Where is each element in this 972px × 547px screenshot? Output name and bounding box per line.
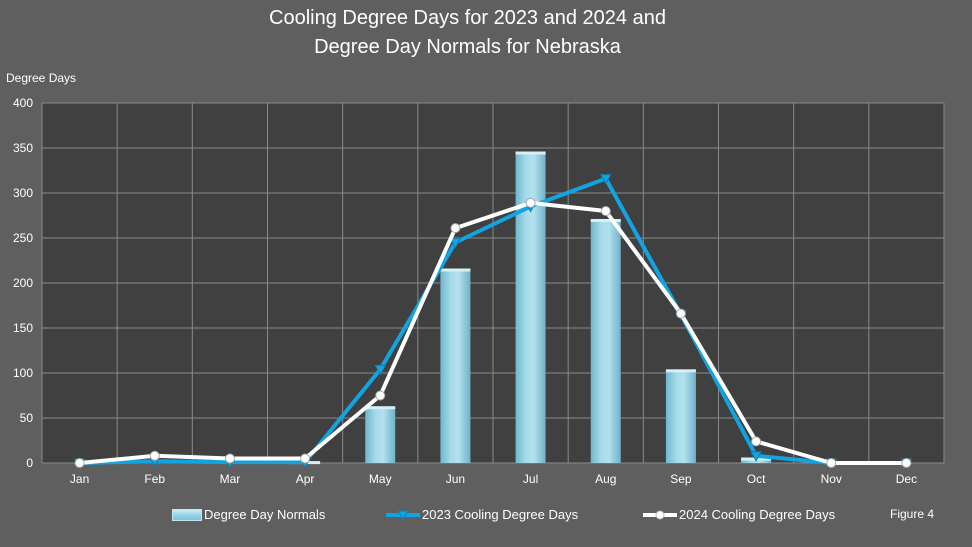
chart-title: Cooling Degree Days for 2023 and 2024 an… [0, 4, 935, 62]
x-tick-label: May [369, 472, 392, 486]
x-tick-label: Dec [896, 472, 917, 486]
normals-bar [440, 269, 471, 463]
normals-bar [365, 407, 396, 463]
x-tick-label: Aug [595, 472, 616, 486]
normals-bar-top [365, 406, 396, 410]
figure-label: Figure 4 [890, 507, 935, 521]
normals-bar-top [440, 268, 471, 272]
legend-bar-swatch [172, 508, 202, 521]
series-2024-point [675, 308, 686, 319]
series-2024-line [79, 200, 907, 465]
legend-2023-swatch [386, 510, 420, 520]
legend-item-2024: 2024 Cooling Degree Days [643, 507, 835, 522]
series-2024-point [901, 458, 912, 468]
series-2024-point [149, 450, 160, 461]
x-tick-label: Apr [296, 472, 315, 486]
series-2024-point [300, 453, 311, 464]
normals-bar-top [515, 151, 546, 155]
legend: Degree Day Normals 2023 Cooling Degree D… [0, 507, 972, 527]
series-2024-point [826, 458, 837, 468]
series-2024-point [74, 458, 85, 468]
x-tick-label: Oct [747, 472, 766, 486]
series-2023-point [449, 238, 462, 249]
legend-label-2024: 2024 Cooling Degree Days [679, 507, 836, 522]
legend-item-2023: 2023 Cooling Degree Days [386, 507, 578, 522]
y-axis-label: Degree Days [6, 71, 77, 85]
series-2024-point [751, 436, 762, 447]
y-tick-label: 100 [13, 366, 33, 380]
normals-bar [590, 220, 621, 463]
series-2023-point [599, 174, 612, 185]
series-2024-point [525, 197, 536, 208]
x-tick-label: Jan [70, 472, 89, 486]
x-tick-label: Jul [523, 472, 538, 486]
series-lines [73, 174, 913, 470]
series-2023-point [750, 451, 762, 462]
series-2024-point [600, 206, 611, 216]
y-tick-label: 300 [13, 186, 33, 200]
normals-bar-top [665, 369, 696, 373]
x-tick-label: Mar [220, 472, 241, 486]
x-tick-label: Sep [670, 472, 692, 486]
y-tick-label: 250 [13, 231, 33, 245]
y-tick-label: 150 [13, 321, 33, 335]
legend-item-normals: Degree Day Normals [172, 507, 325, 522]
y-tick-label: 350 [13, 141, 33, 155]
normals-bar [665, 370, 696, 463]
y-tick-labels: 0 50 100 150 200 250 300 350 400 [13, 96, 33, 470]
series-2024-point [450, 223, 461, 234]
y-tick-label: 50 [20, 411, 34, 425]
y-tick-label: 200 [13, 276, 33, 290]
series-2024-point [375, 390, 386, 401]
legend-label-normals: Degree Day Normals [204, 507, 326, 522]
series-2023-point [374, 364, 387, 376]
series-2024-point [224, 453, 235, 464]
y-tick-label: 0 [26, 456, 33, 470]
legend-label-2023: 2023 Cooling Degree Days [422, 507, 579, 522]
x-tick-label: Nov [821, 472, 842, 486]
normals-bar-top [590, 219, 621, 222]
series-2023-line [79, 176, 907, 465]
grid-lines [41, 102, 945, 464]
y-tick-label: 400 [13, 96, 33, 110]
x-tick-label: Feb [144, 472, 165, 486]
x-tick-label: Jun [446, 472, 465, 486]
legend-2024-swatch [643, 510, 677, 519]
chart-title-line-2: Degree Day Normals for Nebraska [314, 36, 621, 58]
x-tick-labels: Jan Feb Mar Apr May Jun Jul Aug Sep Oct Nov Dec [70, 472, 917, 486]
chart-title-line-1: Cooling Degree Days for 2023 and 2024 an… [269, 7, 666, 29]
